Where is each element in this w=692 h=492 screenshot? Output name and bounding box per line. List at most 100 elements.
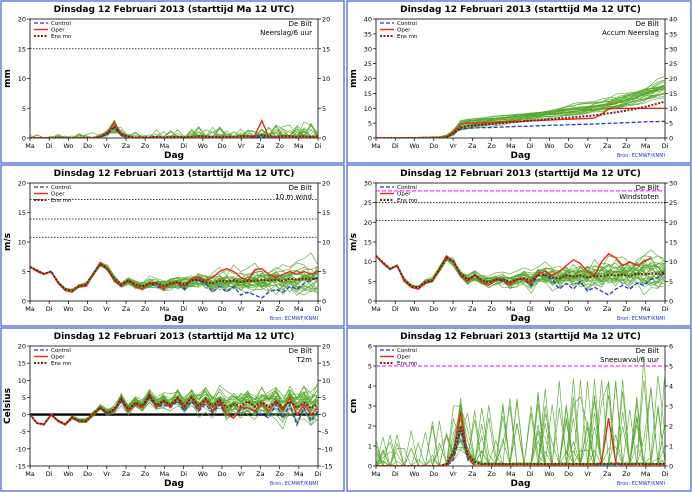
variable-label: T2m <box>295 356 312 364</box>
plot-area <box>376 76 665 138</box>
ytick-label: 5 <box>22 394 26 402</box>
y-axis-label: mm <box>349 69 359 88</box>
x-axis-label: Dag <box>511 314 531 324</box>
xtick-label: Di <box>527 142 534 150</box>
xtick-label: Ma <box>641 305 651 313</box>
ytick-label-right: 0 <box>322 411 326 419</box>
xtick-label: Za <box>122 142 130 150</box>
xtick-label: Do <box>218 142 227 150</box>
legend-label: Control <box>51 348 71 354</box>
series-line-control <box>30 396 318 427</box>
chart-title: Dinsdag 12 Februari 2013 (starttijd Ma 1… <box>54 5 295 15</box>
ytick-label-right: 3 <box>669 403 673 411</box>
variable-label: Accum Neerslag <box>602 29 659 37</box>
ytick-label: 20 <box>18 16 26 24</box>
xtick-label: Zo <box>275 470 283 478</box>
ytick-label: 10 <box>18 239 26 247</box>
legend-label: Oper <box>51 28 65 34</box>
ytick-label-right: 20 <box>669 219 677 227</box>
ytick-label: 30 <box>364 45 372 53</box>
xtick-label: Do <box>564 470 573 478</box>
xtick-label: Do <box>83 470 92 478</box>
ytick-label: 15 <box>364 90 372 98</box>
xtick-label: Zo <box>141 305 149 313</box>
xtick-label: Do <box>429 470 438 478</box>
xtick-label: Za <box>256 470 264 478</box>
xtick-label: Ma <box>641 142 651 150</box>
ytick-label: -5 <box>20 428 26 436</box>
ytick-label: 25 <box>364 60 372 68</box>
xtick-label: Zo <box>141 470 149 478</box>
xtick-label: Vr <box>103 470 110 478</box>
xtick-label: Zo <box>275 305 283 313</box>
xtick-label: Do <box>83 142 92 150</box>
legend-label: Oper <box>51 192 65 198</box>
legend-label: Oper <box>397 355 411 361</box>
ytick-label: 15 <box>18 209 26 217</box>
xtick-label: Ma <box>641 470 651 478</box>
ytick-label: 15 <box>364 239 372 247</box>
xtick-label: Za <box>468 142 476 150</box>
y-axis-label: Celsius <box>3 388 13 424</box>
ytick-label-right: 20 <box>322 180 330 188</box>
legend-label: Control <box>397 21 417 27</box>
ytick-label-right: 0 <box>669 463 673 471</box>
xtick-label: Di <box>46 142 53 150</box>
chart-title: Dinsdag 12 Februari 2013 (starttijd Ma 1… <box>54 332 295 342</box>
ytick-label: 5 <box>22 105 26 113</box>
series-line-ens-mn <box>30 393 318 426</box>
ensemble-member-line <box>376 255 665 288</box>
xtick-label: Ma <box>294 305 304 313</box>
xtick-label: Wo <box>410 305 420 313</box>
chart-title: Dinsdag 12 Februari 2013 (starttijd Ma 1… <box>400 5 641 15</box>
ytick-label: 30 <box>364 180 372 188</box>
ytick-label-right: 15 <box>669 239 677 247</box>
xtick-label: Vr <box>103 305 110 313</box>
xtick-label: Vr <box>450 470 457 478</box>
ytick-label-right: -10 <box>322 445 333 453</box>
xtick-label: Vr <box>450 142 457 150</box>
xtick-label: Wo <box>63 470 73 478</box>
source-credit: Bron: ECMWF/KNMI <box>617 153 665 159</box>
ytick-label: 10 <box>364 105 372 113</box>
ytick-label: 0 <box>368 463 372 471</box>
xtick-label: Za <box>603 142 611 150</box>
xtick-label: Ma <box>506 142 516 150</box>
xtick-label: Di <box>46 305 53 313</box>
xtick-label: Do <box>83 305 92 313</box>
ytick-label-right: 20 <box>322 16 330 24</box>
x-axis-label: Dag <box>164 479 184 489</box>
xtick-label: Ma <box>371 142 381 150</box>
legend-label: Oper <box>51 355 65 361</box>
xtick-label: Do <box>429 305 438 313</box>
xtick-label: Zo <box>622 142 630 150</box>
xtick-label: Ma <box>160 305 170 313</box>
ytick-label-right: 5 <box>669 120 673 128</box>
xtick-label: Ma <box>294 142 304 150</box>
chart-panel: Dinsdag 12 Februari 2013 (starttijd Ma 1… <box>346 327 692 492</box>
chart-title: Dinsdag 12 Februari 2013 (starttijd Ma 1… <box>54 169 295 179</box>
station-label: De Bilt <box>289 20 313 28</box>
station-label: De Bilt <box>636 20 660 28</box>
xtick-label: Vr <box>238 305 245 313</box>
variable-label: Windstoten <box>619 193 659 201</box>
variable-label: Sneeuwval/6 uur <box>600 356 659 364</box>
chart-title: Dinsdag 12 Februari 2013 (starttijd Ma 1… <box>400 332 641 342</box>
ytick-label-right: -5 <box>322 428 328 436</box>
xtick-label: Wo <box>63 305 73 313</box>
ytick-label-right: -15 <box>322 463 333 471</box>
ytick-label: 5 <box>368 363 372 371</box>
xtick-label: Di <box>662 142 669 150</box>
xtick-label: Do <box>218 305 227 313</box>
ytick-label-right: 5 <box>322 394 326 402</box>
xtick-label: Ma <box>160 470 170 478</box>
ytick-label-right: 1 <box>669 443 673 451</box>
y-axis-label: cm <box>349 399 359 414</box>
xtick-label: Vr <box>584 142 591 150</box>
station-label: De Bilt <box>289 347 313 355</box>
xtick-label: Ma <box>506 305 516 313</box>
ytick-label-right: 5 <box>322 268 326 276</box>
series-line-ens-mn <box>30 125 318 138</box>
xtick-label: Di <box>46 470 53 478</box>
ytick-label: 2 <box>368 423 372 431</box>
